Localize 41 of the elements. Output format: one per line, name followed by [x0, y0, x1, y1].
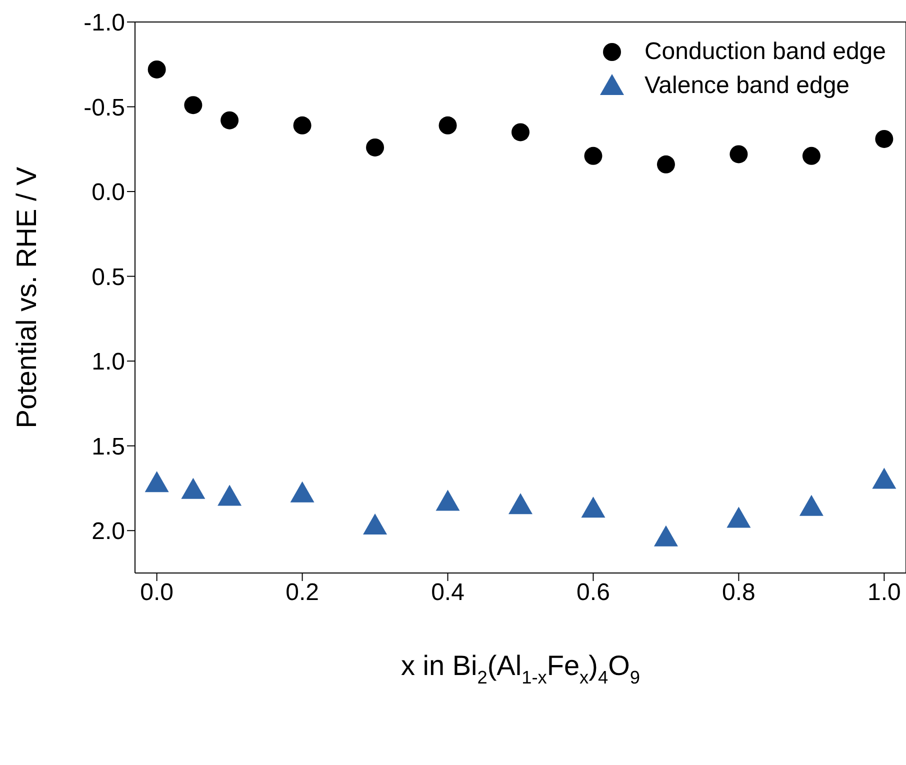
point [584, 146, 602, 165]
y-tick-label: 1.0 [92, 348, 125, 376]
point [290, 481, 314, 502]
y-tick-label: 2.0 [92, 518, 125, 546]
legend-label: Conduction band edge [644, 38, 886, 66]
x-tick-label: 0.6 [576, 579, 610, 606]
x-tick-label: 0.8 [722, 579, 756, 606]
point [875, 130, 894, 148]
point [436, 490, 460, 511]
point [726, 506, 751, 528]
point [656, 155, 675, 174]
point [438, 116, 457, 134]
point [508, 493, 532, 514]
point [363, 514, 388, 535]
point [512, 123, 530, 142]
point [581, 496, 606, 518]
point [872, 468, 896, 489]
point [218, 484, 242, 506]
point [181, 478, 206, 499]
point [730, 145, 748, 164]
point [366, 138, 384, 156]
y-tick-label: -1.0 [84, 10, 125, 37]
text: x in Bi$_{2}$(Al$_{1-x}$Fe$_{x}$)$_{4}$O$_{9}$ [400, 650, 640, 688]
y-tick-label: 1.5 [92, 433, 125, 460]
x-tick-label: 0.2 [286, 579, 319, 606]
x-tick-label: 0.4 [431, 579, 464, 606]
y-tick-label: 0.5 [92, 264, 125, 291]
point [799, 494, 824, 516]
point [220, 111, 239, 130]
point [144, 471, 169, 492]
y-tick-label: 0.0 [92, 179, 125, 206]
point [184, 96, 202, 114]
x-tick-label: 0.0 [140, 579, 174, 606]
y-tick-label: -0.5 [84, 94, 125, 122]
x-tick-label: 1.0 [867, 579, 901, 606]
point [802, 146, 820, 165]
legend-label: Valence band edge [644, 72, 850, 100]
y-axis-title: Potential vs. RHE / V [11, 166, 42, 428]
point [148, 60, 166, 78]
point [293, 116, 312, 134]
point [654, 525, 678, 546]
